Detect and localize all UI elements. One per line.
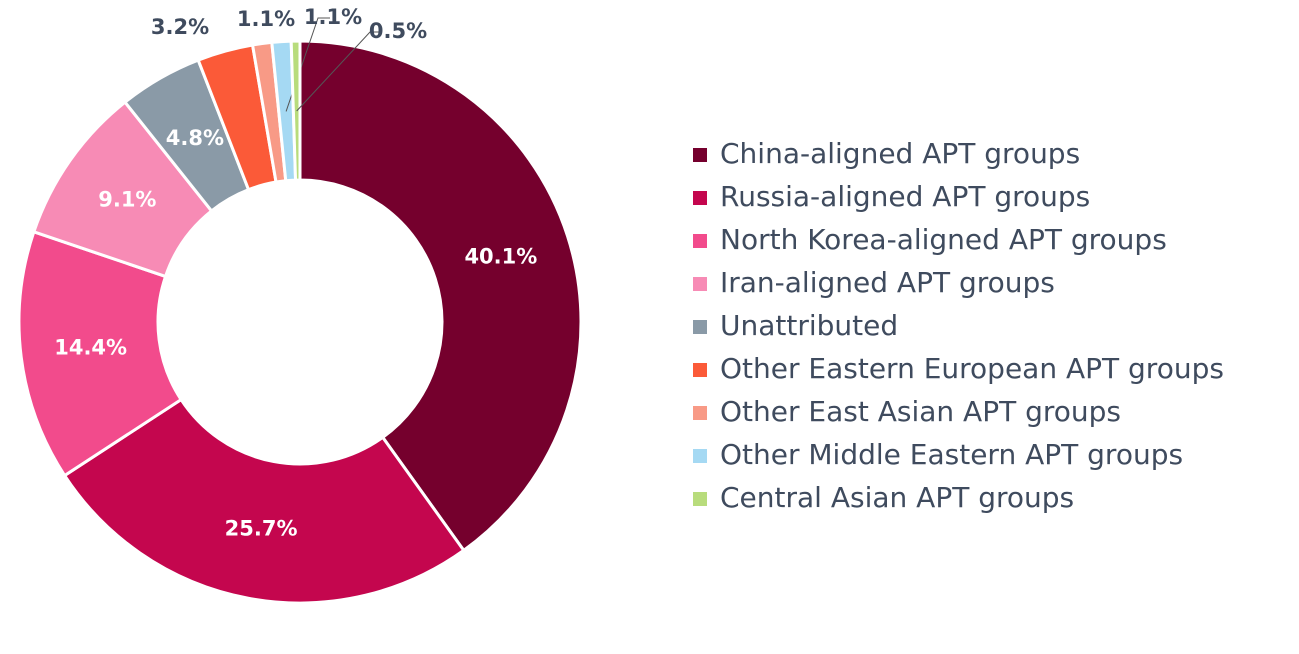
donut-slice (289, 39, 302, 182)
data-label: 4.8% (166, 126, 224, 150)
legend-swatch (693, 406, 707, 420)
legend-swatch (693, 234, 707, 248)
legend-swatch (693, 191, 707, 205)
legend-swatch (693, 320, 707, 334)
legend-label: North Korea-aligned APT groups (720, 223, 1167, 256)
data-label: 40.1% (464, 244, 537, 268)
legend-label: Russia-aligned APT groups (720, 180, 1090, 213)
legend-label: Other Middle Eastern APT groups (720, 438, 1183, 471)
data-label: 14.4% (54, 335, 127, 359)
data-label: 3.2% (151, 15, 209, 39)
legend-swatch (693, 148, 707, 162)
legend-swatch (693, 363, 707, 377)
legend-label: China-aligned APT groups (720, 137, 1080, 170)
legend-label: Central Asian APT groups (720, 481, 1074, 514)
donut-slice (17, 229, 184, 478)
legend-swatch (693, 277, 707, 291)
legend-label: Other East Asian APT groups (720, 395, 1121, 428)
legend-label: Iran-aligned APT groups (720, 266, 1055, 299)
legend-label: Other Eastern European APT groups (720, 352, 1224, 385)
data-label: 1.1% (304, 5, 362, 29)
data-label: 9.1% (98, 188, 156, 212)
leader-line (296, 31, 382, 112)
data-label: 0.5% (369, 19, 427, 43)
donut-slice (298, 39, 583, 553)
donut-slice (62, 397, 466, 605)
data-label: 1.1% (237, 7, 295, 31)
legend-swatch (693, 449, 707, 463)
data-label: 25.7% (225, 516, 298, 540)
legend-label: Unattributed (720, 309, 898, 342)
legend-swatch (693, 492, 707, 506)
